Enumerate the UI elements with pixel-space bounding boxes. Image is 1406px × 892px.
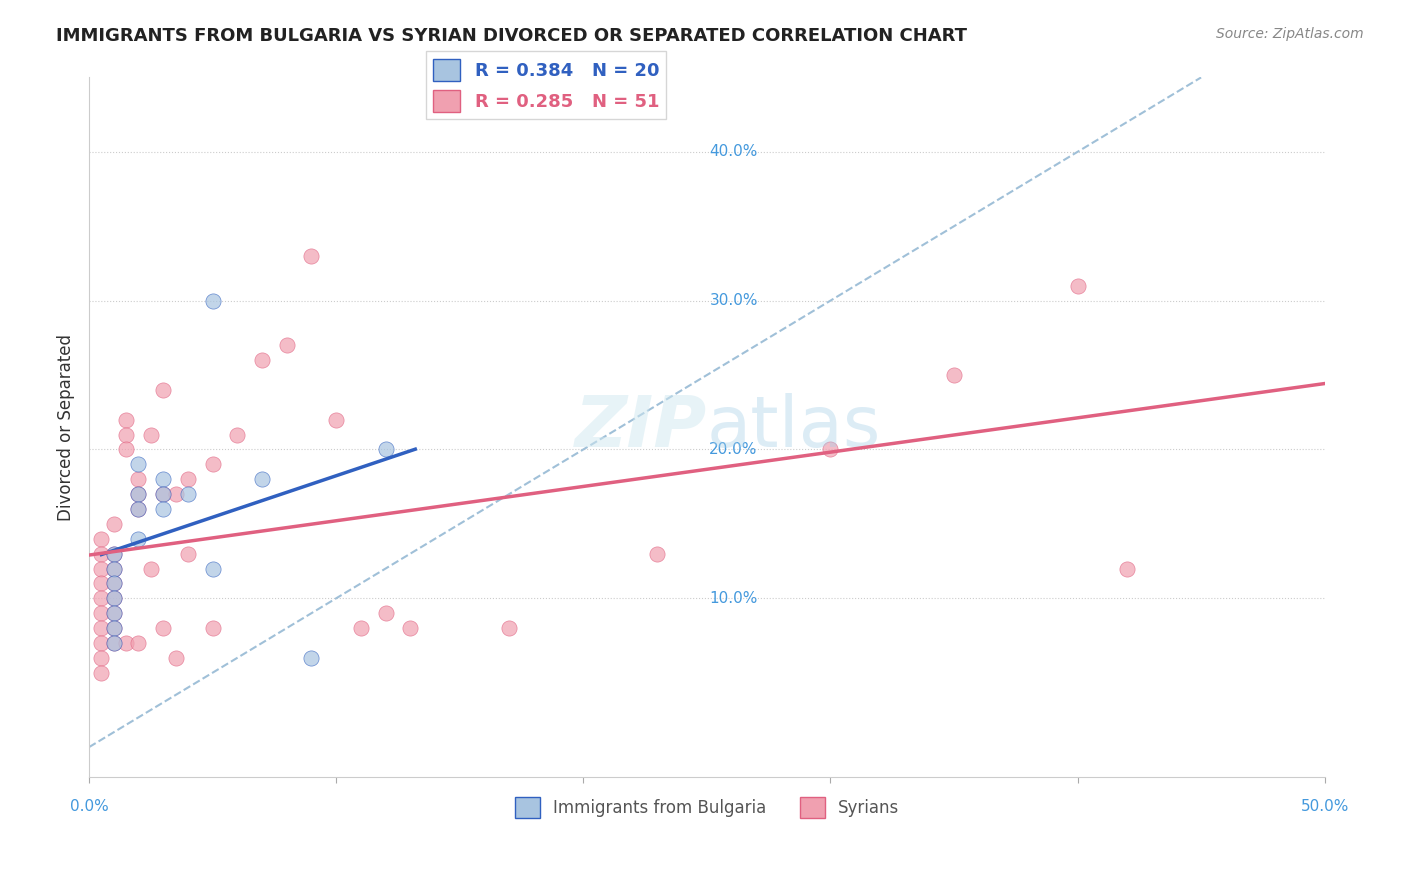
Point bbox=[177, 487, 200, 501]
Point bbox=[374, 442, 396, 457]
Point bbox=[250, 472, 273, 486]
Point bbox=[647, 547, 669, 561]
Point bbox=[90, 621, 112, 635]
Point bbox=[103, 606, 125, 620]
Point bbox=[103, 636, 125, 650]
Point bbox=[498, 621, 520, 635]
Text: 40.0%: 40.0% bbox=[709, 145, 758, 160]
Point bbox=[103, 591, 125, 606]
Point bbox=[103, 636, 125, 650]
Point bbox=[103, 547, 125, 561]
Point bbox=[201, 458, 224, 472]
Point bbox=[820, 442, 842, 457]
Point bbox=[90, 591, 112, 606]
Point bbox=[115, 427, 138, 442]
Point bbox=[128, 487, 150, 501]
Point bbox=[90, 636, 112, 650]
Text: 50.0%: 50.0% bbox=[1301, 799, 1348, 814]
Point bbox=[139, 427, 162, 442]
Point bbox=[128, 502, 150, 516]
Point bbox=[165, 650, 187, 665]
Point bbox=[250, 353, 273, 368]
Point bbox=[103, 621, 125, 635]
Point bbox=[90, 561, 112, 575]
Text: 0.0%: 0.0% bbox=[70, 799, 108, 814]
Point bbox=[90, 606, 112, 620]
Point bbox=[152, 621, 174, 635]
Point bbox=[103, 621, 125, 635]
Point bbox=[152, 472, 174, 486]
Text: 30.0%: 30.0% bbox=[709, 293, 758, 308]
Point bbox=[201, 621, 224, 635]
Point bbox=[201, 293, 224, 308]
Point bbox=[103, 606, 125, 620]
Point bbox=[325, 413, 347, 427]
Point bbox=[90, 547, 112, 561]
Point bbox=[152, 502, 174, 516]
Legend: Immigrants from Bulgaria, Syrians: Immigrants from Bulgaria, Syrians bbox=[508, 791, 905, 824]
Point bbox=[115, 442, 138, 457]
Text: 10.0%: 10.0% bbox=[709, 591, 758, 606]
Point bbox=[128, 472, 150, 486]
Text: IMMIGRANTS FROM BULGARIA VS SYRIAN DIVORCED OR SEPARATED CORRELATION CHART: IMMIGRANTS FROM BULGARIA VS SYRIAN DIVOR… bbox=[56, 27, 967, 45]
Point bbox=[350, 621, 373, 635]
Point bbox=[301, 650, 323, 665]
Point bbox=[103, 591, 125, 606]
Point bbox=[115, 413, 138, 427]
Y-axis label: Divorced or Separated: Divorced or Separated bbox=[58, 334, 75, 521]
Point bbox=[103, 576, 125, 591]
Point bbox=[128, 502, 150, 516]
Point bbox=[103, 516, 125, 531]
Point bbox=[90, 650, 112, 665]
Text: atlas: atlas bbox=[707, 392, 882, 462]
Point bbox=[165, 487, 187, 501]
Point bbox=[90, 532, 112, 546]
Point bbox=[177, 547, 200, 561]
Point bbox=[1116, 561, 1139, 575]
Point bbox=[201, 561, 224, 575]
Point bbox=[103, 576, 125, 591]
Point bbox=[226, 427, 249, 442]
Point bbox=[103, 561, 125, 575]
Point bbox=[128, 458, 150, 472]
Point bbox=[1066, 278, 1088, 293]
Point bbox=[152, 487, 174, 501]
Point bbox=[90, 576, 112, 591]
Text: 20.0%: 20.0% bbox=[709, 442, 758, 457]
Point bbox=[128, 636, 150, 650]
Point bbox=[942, 368, 965, 382]
Text: ZIP: ZIP bbox=[575, 392, 707, 462]
Point bbox=[90, 665, 112, 680]
Point bbox=[301, 249, 323, 263]
Point bbox=[128, 487, 150, 501]
Point bbox=[152, 487, 174, 501]
Point bbox=[399, 621, 422, 635]
Point bbox=[177, 472, 200, 486]
Point bbox=[103, 547, 125, 561]
Point bbox=[128, 532, 150, 546]
Point bbox=[276, 338, 298, 352]
Point bbox=[374, 606, 396, 620]
Text: Source: ZipAtlas.com: Source: ZipAtlas.com bbox=[1216, 27, 1364, 41]
Point bbox=[115, 636, 138, 650]
Point bbox=[103, 561, 125, 575]
Point bbox=[139, 561, 162, 575]
Point bbox=[152, 383, 174, 397]
